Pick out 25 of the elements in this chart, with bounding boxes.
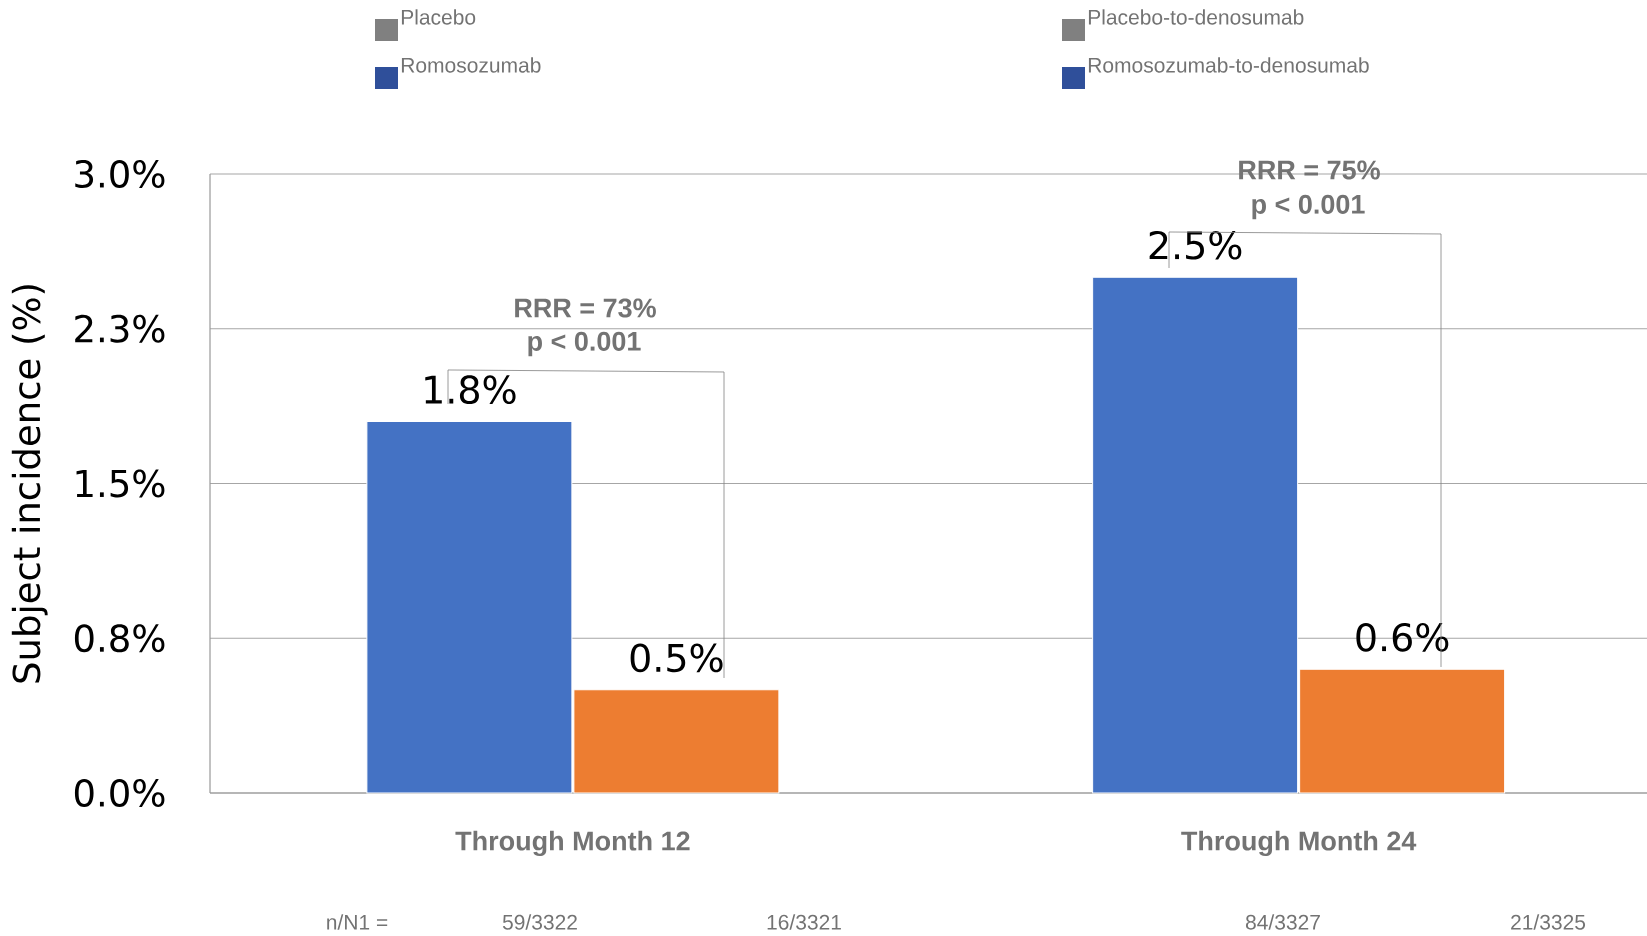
data-label: 0.5% xyxy=(630,643,723,673)
data-label: 0.6% xyxy=(1356,622,1449,652)
y-tick-label: 3.0% xyxy=(75,160,165,188)
text: Romosozumab-to-denosumab xyxy=(1088,57,1369,73)
x-tick-label: Through Month 12 xyxy=(455,830,690,857)
annotation: RRR = 73% xyxy=(515,298,656,318)
text: Placebo-to-denosumab xyxy=(1088,9,1304,25)
annotation: RRR = 75% xyxy=(1239,160,1380,180)
y-tick-label: 2.3% xyxy=(75,314,165,343)
text: 59/3322 xyxy=(502,914,577,930)
y-tick-label: 1.5% xyxy=(76,469,165,498)
text: 16/3321 xyxy=(767,914,841,930)
y-axis-title: Subject incidence (%) xyxy=(11,285,48,683)
annotation: p < 0.001 xyxy=(1252,194,1365,220)
y-tick-label: 0.8% xyxy=(74,624,165,653)
text: 84/3327 xyxy=(1245,914,1320,930)
text: Romosozumab xyxy=(401,57,541,73)
y-tick-label: 0.0% xyxy=(74,778,165,807)
text: Placebo xyxy=(401,9,476,25)
text: 21/3325 xyxy=(1511,914,1586,930)
data-label: 1.8% xyxy=(425,375,516,405)
x-tick-label: Through Month 24 xyxy=(1181,830,1417,857)
data-label: 2.5% xyxy=(1149,230,1242,260)
annotation: p < 0.001 xyxy=(528,331,641,357)
text: n/N1 = xyxy=(327,914,388,930)
